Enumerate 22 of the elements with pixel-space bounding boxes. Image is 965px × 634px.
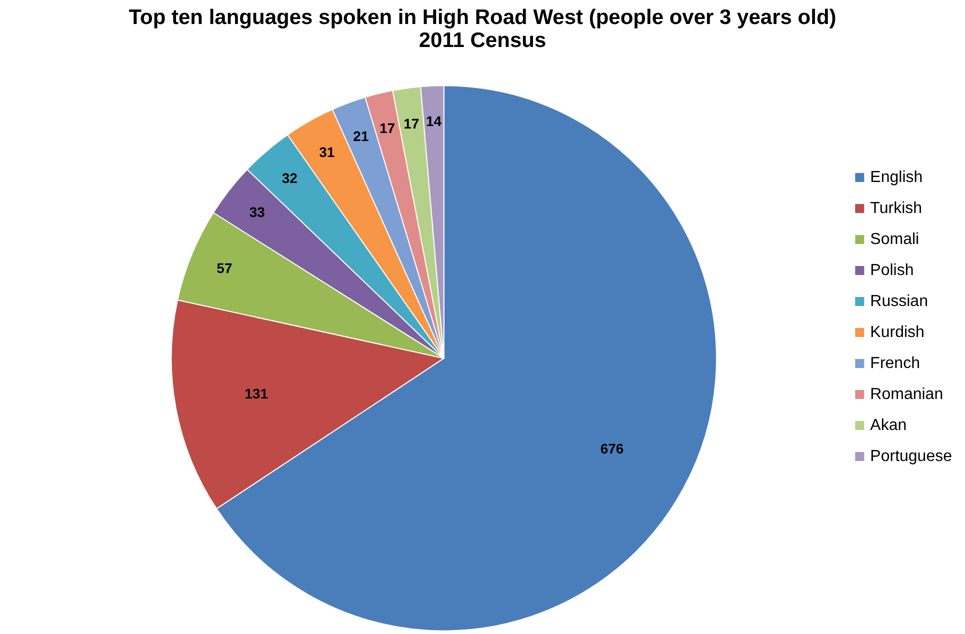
chart-subtitle: 2011 Census [418,29,546,52]
data-label: 131 [244,385,268,402]
legend-label: English [870,169,923,186]
legend-label: Turkish [870,200,922,217]
data-label: 21 [353,128,369,144]
legend-label: Romanian [870,386,944,403]
data-label: 31 [319,144,335,160]
data-label: 14 [426,113,442,130]
data-label: 17 [379,120,396,136]
data-label: 17 [404,115,420,132]
legend-label: Akan [870,417,907,434]
legend-label: Kurdish [870,324,924,341]
data-label: 33 [249,204,266,220]
data-label: 57 [216,260,232,276]
data-label: 676 [600,440,624,457]
chart-title: Top ten languages spoken in High Road West (people over 3 years old) [128,6,836,29]
legend-label: Somali [870,231,920,248]
data-label: 32 [282,170,298,186]
legend-label: French [870,355,920,372]
legend-label: Portuguese [870,448,952,465]
legend-label: Russian [870,293,928,310]
legend-label: Polish [870,262,914,279]
